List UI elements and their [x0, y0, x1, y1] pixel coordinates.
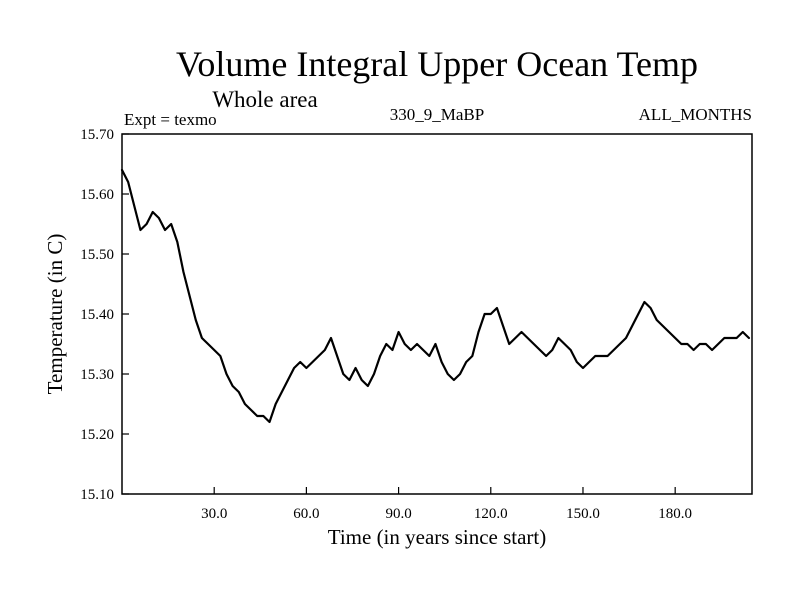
y-tick-label: 15.20 [80, 427, 114, 443]
chart-title: Volume Integral Upper Ocean Temp [176, 44, 698, 84]
run-label: 330_9_MaBP [390, 105, 484, 124]
y-tick-label: 15.50 [80, 247, 114, 263]
experiment-label: Expt = texmo [124, 110, 217, 129]
x-tick-label: 30.0 [201, 506, 227, 522]
y-axis-label: Temperature (in C) [43, 234, 67, 395]
y-tick-label: 15.40 [80, 307, 114, 323]
x-axis: 30.0 60.0 90.0 120.0 150.0 180.0 [201, 487, 692, 522]
x-tick-label: 120.0 [474, 506, 508, 522]
x-axis-label: Time (in years since start) [328, 525, 547, 549]
x-tick-label: 150.0 [566, 506, 600, 522]
x-tick-label: 90.0 [385, 506, 411, 522]
temperature-series-line [120, 168, 751, 424]
y-tick-label: 15.60 [80, 187, 114, 203]
x-tick-label: 180.0 [658, 506, 692, 522]
y-tick-label: 15.30 [80, 367, 114, 383]
y-tick-label: 15.70 [80, 127, 114, 143]
chart-subtitle: Whole area [212, 87, 317, 112]
plot-frame [121, 133, 753, 495]
y-tick-label: 15.10 [80, 487, 114, 503]
months-label: ALL_MONTHS [639, 105, 752, 124]
y-axis: 15.10 15.20 15.30 15.40 15.50 15.60 15.70 [80, 127, 129, 503]
x-tick-label: 60.0 [293, 506, 319, 522]
